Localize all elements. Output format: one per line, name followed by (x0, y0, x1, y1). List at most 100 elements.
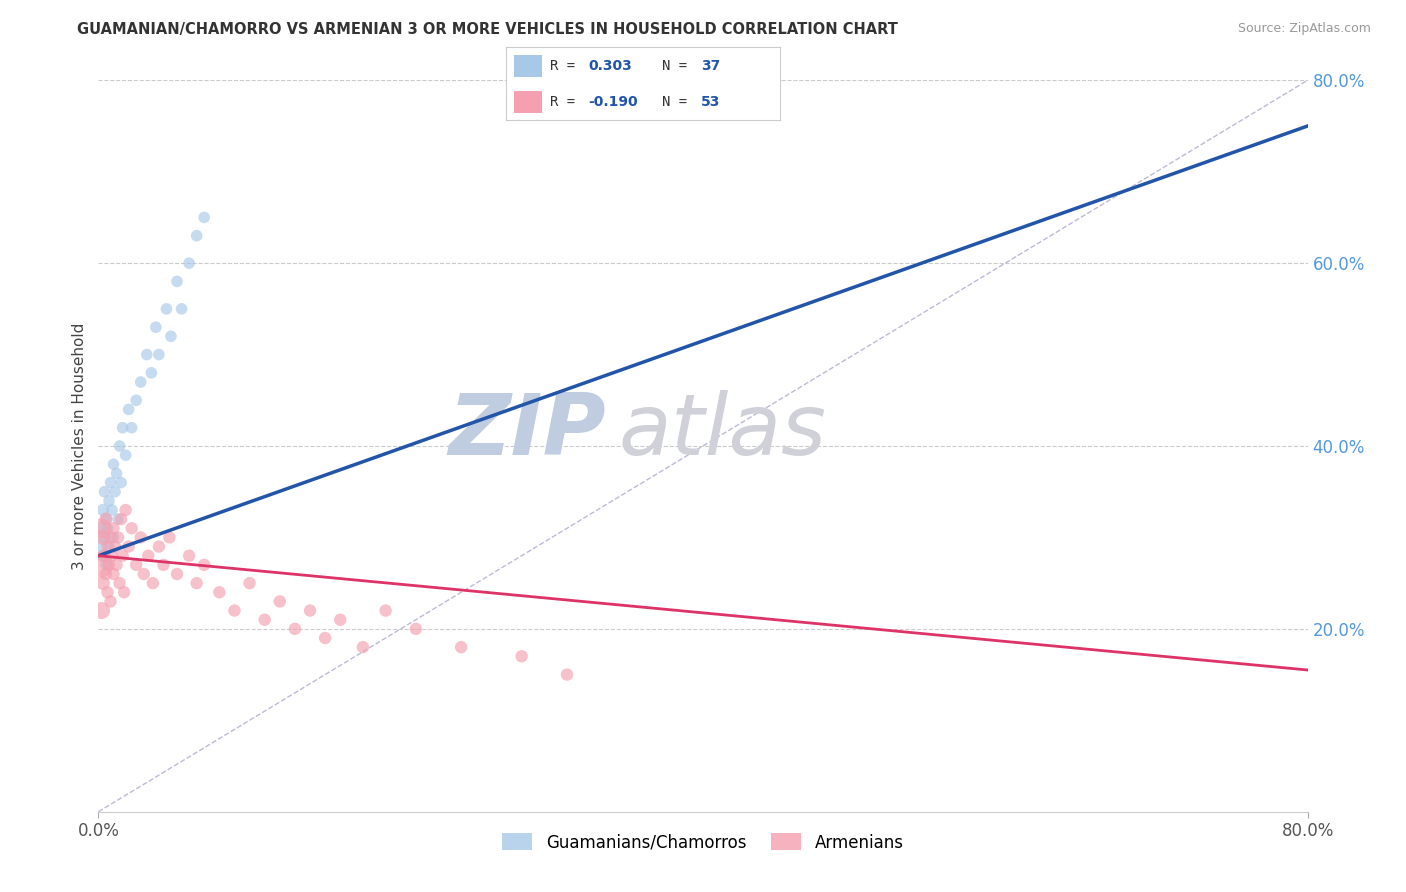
Point (329, 613, 352, 627)
Point (105, 467, 128, 481)
Point (90, 521, 112, 535)
Point (105, 558, 128, 572)
Point (186, 228, 208, 243)
Point (101, 503, 124, 517)
Point (96, 540, 118, 554)
Point (103, 567, 125, 582)
Point (193, 211, 215, 225)
Point (299, 603, 322, 617)
Point (89, 540, 111, 554)
Point (93, 530, 115, 544)
Point (101, 549, 124, 563)
Point (91, 530, 114, 544)
Point (142, 576, 165, 591)
Point (186, 576, 208, 591)
Point (103, 530, 125, 544)
Point (98, 540, 121, 554)
Point (108, 439, 131, 453)
Point (208, 585, 231, 599)
Text: GUAMANIAN/CHAMORRO VS ARMENIAN 3 OR MORE VEHICLES IN HOUSEHOLD CORRELATION CHART: GUAMANIAN/CHAMORRO VS ARMENIAN 3 OR MORE… (77, 22, 898, 37)
Point (100, 594, 122, 608)
Point (510, 649, 533, 664)
Point (314, 631, 336, 645)
Point (91, 576, 114, 591)
Point (179, 549, 201, 563)
Point (93, 484, 115, 499)
Point (90, 603, 112, 617)
Point (104, 540, 127, 554)
Point (118, 540, 141, 554)
Point (148, 540, 170, 554)
Point (166, 567, 188, 582)
Point (132, 567, 155, 582)
Point (112, 585, 135, 599)
Point (125, 393, 148, 408)
Point (107, 530, 129, 544)
Point (110, 512, 132, 526)
Point (94, 558, 117, 572)
Point (98, 558, 121, 572)
Point (94, 512, 117, 526)
Point (129, 530, 152, 544)
Point (91, 549, 114, 563)
Point (94, 567, 117, 582)
Y-axis label: 3 or more Vehicles in Household: 3 or more Vehicles in Household (72, 322, 87, 570)
Text: 37: 37 (700, 59, 720, 72)
Point (155, 301, 177, 316)
Point (103, 457, 125, 471)
Point (107, 512, 129, 526)
Point (284, 622, 307, 636)
Point (93, 549, 115, 563)
Point (96, 585, 118, 599)
Point (94, 512, 117, 526)
Text: N =: N = (662, 95, 696, 109)
Point (100, 530, 122, 544)
Point (405, 622, 427, 636)
Point (114, 448, 136, 462)
Point (152, 558, 174, 572)
Point (89, 558, 111, 572)
Point (269, 594, 291, 608)
Text: 0.303: 0.303 (588, 59, 633, 72)
Legend: Guamanians/Chamorros, Armenians: Guamanians/Chamorros, Armenians (496, 827, 910, 858)
Point (91, 503, 114, 517)
Point (114, 503, 136, 517)
Point (239, 576, 262, 591)
Point (135, 347, 157, 362)
Bar (515, 54, 541, 77)
Text: ZIP: ZIP (449, 390, 606, 473)
Text: R =: R = (550, 59, 583, 72)
Point (111, 421, 134, 435)
Point (90, 521, 112, 535)
Point (129, 375, 152, 389)
Text: -0.190: -0.190 (588, 95, 638, 109)
Point (179, 256, 201, 270)
Point (159, 530, 181, 544)
Text: atlas: atlas (619, 390, 827, 473)
Point (111, 549, 134, 563)
Point (148, 347, 170, 362)
Point (555, 667, 578, 681)
Point (224, 603, 246, 617)
Point (170, 301, 193, 316)
Point (121, 521, 143, 535)
Point (374, 603, 396, 617)
Point (253, 613, 276, 627)
Point (450, 640, 472, 655)
Text: R =: R = (550, 95, 583, 109)
Point (166, 275, 188, 289)
Point (118, 402, 141, 417)
Point (108, 576, 131, 591)
Point (104, 484, 127, 499)
Point (98, 494, 121, 508)
Text: N =: N = (662, 59, 696, 72)
Point (193, 558, 215, 572)
Bar (515, 91, 541, 113)
Point (145, 320, 167, 334)
Point (125, 558, 148, 572)
Point (103, 521, 125, 535)
Point (160, 329, 183, 343)
Point (352, 640, 374, 655)
Point (141, 366, 163, 380)
Point (110, 475, 132, 490)
